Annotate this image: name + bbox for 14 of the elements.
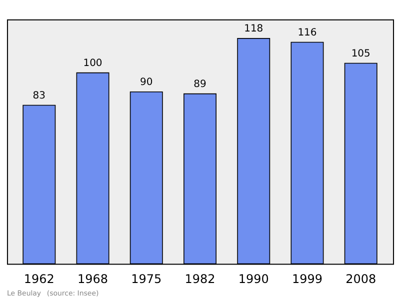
x-tick-label: 2008 [346,272,376,286]
data-label: 100 [83,58,102,69]
x-tick-label: 1962 [24,272,54,286]
x-tick-label: 1982 [184,272,216,286]
x-tick-label: 1990 [238,272,269,286]
data-label: 105 [351,48,370,60]
data-label: 89 [194,78,206,90]
data-label: 118 [244,23,264,34]
data-label: 116 [298,27,317,38]
data-label: 90 [140,76,153,88]
x-tick-label: 1975 [131,272,162,286]
x-tick-label: 1999 [292,272,322,286]
x-tick-label: 1968 [78,272,108,286]
data-label: 83 [32,90,46,102]
